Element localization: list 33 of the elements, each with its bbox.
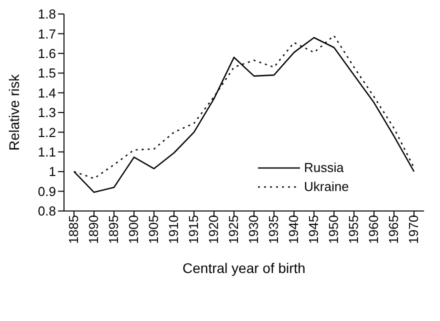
x-tick-label: 1920 bbox=[206, 215, 222, 244]
legend-label: Ukraine bbox=[304, 179, 349, 194]
x-tick-label: 1900 bbox=[126, 215, 142, 244]
x-tick-label: 1890 bbox=[86, 215, 102, 244]
y-tick-label: 1 bbox=[48, 164, 56, 180]
y-tick-label: 1.6 bbox=[38, 46, 56, 62]
x-tick-label: 1905 bbox=[146, 215, 162, 244]
x-tick-label: 1930 bbox=[246, 215, 262, 244]
x-tick-label: 1945 bbox=[306, 215, 322, 244]
y-tick-label: 1.5 bbox=[38, 66, 56, 81]
y-tick-label: 1.4 bbox=[38, 85, 56, 100]
y-tick-label: 1.2 bbox=[38, 124, 56, 140]
y-tick-label: 1.8 bbox=[38, 6, 56, 22]
x-tick-label: 1940 bbox=[286, 215, 302, 244]
x-tick-label: 1885 bbox=[66, 215, 82, 244]
x-axis-title: Central year of birth bbox=[182, 260, 306, 276]
x-tick-label: 1925 bbox=[226, 215, 242, 244]
x-tick-label: 1970 bbox=[406, 215, 422, 244]
legend-label: Russia bbox=[304, 160, 344, 175]
y-tick-label: 0.8 bbox=[38, 204, 56, 219]
x-tick-label: 1950 bbox=[326, 215, 342, 244]
x-tick-label: 1915 bbox=[186, 215, 202, 244]
y-axis-title: Relative risk bbox=[6, 73, 22, 151]
x-tick-label: 1965 bbox=[386, 215, 402, 244]
x-tick-label: 1895 bbox=[106, 215, 122, 244]
y-tick-label: 1.7 bbox=[38, 26, 56, 42]
x-tick-label: 1960 bbox=[366, 215, 382, 244]
x-tick-label: 1955 bbox=[346, 215, 362, 244]
y-tick-label: 1.3 bbox=[38, 105, 56, 120]
y-tick-label: 0.9 bbox=[38, 184, 56, 199]
x-tick-label: 1935 bbox=[266, 215, 282, 244]
x-tick-label: 1910 bbox=[166, 215, 182, 244]
y-tick-label: 1.1 bbox=[38, 144, 56, 160]
